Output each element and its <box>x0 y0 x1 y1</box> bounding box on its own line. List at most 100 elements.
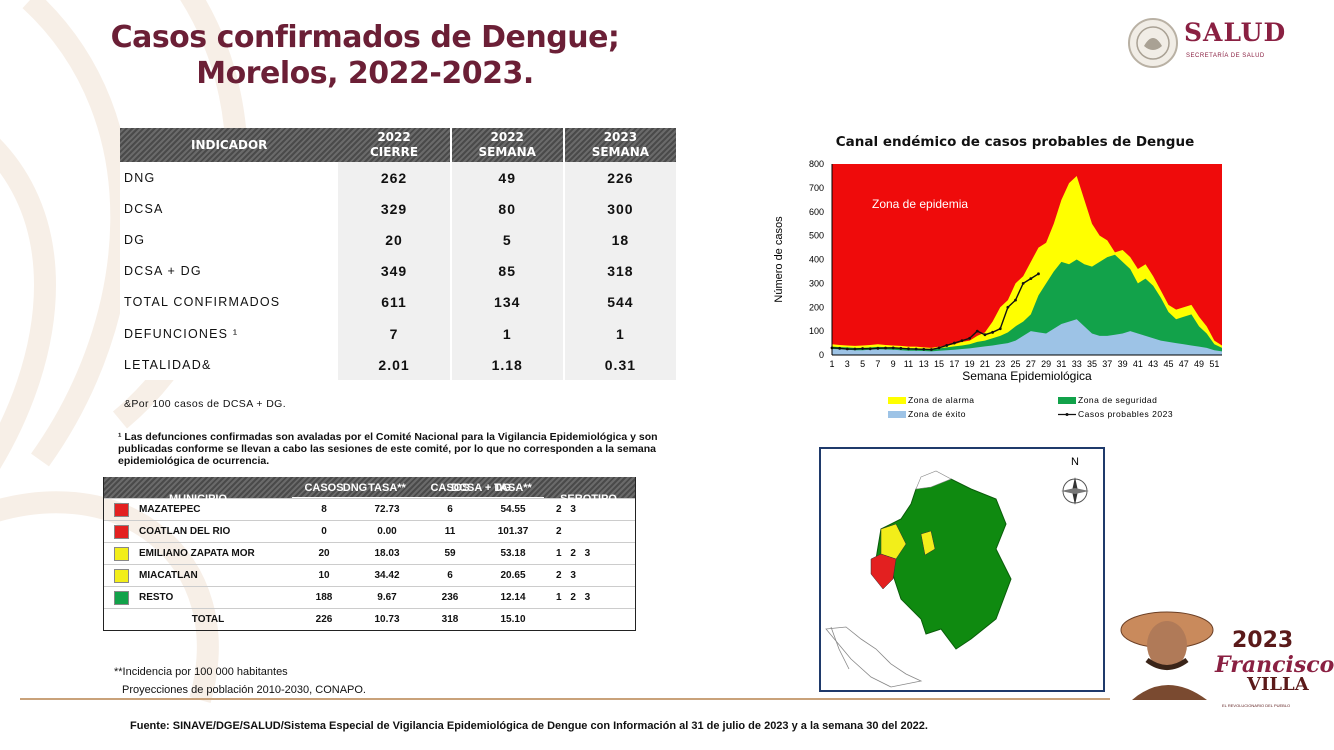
dcsa-casos: 11 <box>444 526 456 537</box>
dng-tasa: 10.73 <box>374 614 400 625</box>
indicator-label: LETALIDAD& <box>120 349 339 381</box>
indicator-row: DNG 262 49 226 <box>120 162 676 194</box>
line-point <box>868 347 872 351</box>
x-tick-label: 19 <box>965 359 975 369</box>
dng-tasa: 0.00 <box>377 526 397 537</box>
header-dcsa-dg: DCSA + DG <box>418 478 544 498</box>
x-tick-label: 51 <box>1209 359 1219 369</box>
x-tick-label: 47 <box>1179 359 1189 369</box>
status-square <box>114 502 129 517</box>
indicator-row: DG 20 5 18 <box>120 224 676 256</box>
line-point <box>937 346 941 350</box>
dcsa-tasa: 12.14 <box>500 592 526 603</box>
municipio-row: MAZATEPEC 8 72.73 6 54.55 2 3 <box>104 498 635 520</box>
value-2022-cierre: 611 <box>338 286 450 318</box>
header-year: 2022 <box>377 130 411 144</box>
municipio-cell: EMILIANO ZAPATA MOR <box>104 546 292 561</box>
dcsa-casos: 318 <box>441 614 459 625</box>
indicator-row: TOTAL CONFIRMADOS 611 134 544 <box>120 286 676 318</box>
x-tick-label: 3 <box>845 359 850 369</box>
y-tick-label: 0 <box>819 350 824 360</box>
line-point <box>922 347 926 351</box>
dcsa-casos: 236 <box>441 592 459 603</box>
line-point <box>899 346 903 350</box>
brand-name: Francisco <box>1215 652 1334 678</box>
header-tasa: TASA** <box>368 481 406 494</box>
portrait-icon <box>1120 611 1214 700</box>
header-year: 2022 <box>490 130 524 144</box>
value-2022-cierre: 20 <box>338 224 450 256</box>
x-tick-label: 21 <box>980 359 990 369</box>
x-tick-label: 31 <box>1056 359 1066 369</box>
header-serotipo: SEROTIPO <box>560 492 617 505</box>
header-2022-semana: 2022 SEMANA <box>452 128 563 162</box>
municipio-row: TOTAL 226 10.73 318 15.10 <box>104 608 635 630</box>
dcsa-tasa: 15.10 <box>500 614 526 625</box>
brand-tagline: EL REVOLUCIONARIO DEL PUEBLO <box>1222 703 1291 708</box>
x-tick-label: 33 <box>1072 359 1082 369</box>
line-point <box>907 347 910 351</box>
x-tick-label: 13 <box>919 359 929 369</box>
line-point <box>998 327 1002 331</box>
municipio-cell: COATLAN DEL RIO <box>104 524 292 539</box>
zone-yellow-center <box>920 530 936 556</box>
logo-text: SALUD <box>1184 18 1287 47</box>
dng-tasa: 34.42 <box>374 570 400 581</box>
indicator-row: LETALIDAD& 2.01 1.18 0.31 <box>120 349 676 381</box>
y-axis-label: Número de casos <box>773 216 785 303</box>
x-axis-label: Semana Epidemiológica <box>962 369 1092 383</box>
serotipo: 2 3 <box>556 504 576 515</box>
indicator-label: DCSA + DG <box>120 255 339 287</box>
value-2022-semana: 134 <box>451 286 563 318</box>
municipio-cell: MAZATEPEC <box>104 502 292 517</box>
municipio-subheader: CASOS TASA** CASOS TASA** <box>104 477 635 498</box>
dcsa-casos: 6 <box>447 504 453 515</box>
municipio-cell: RESTO <box>104 590 292 605</box>
map-svg: N <box>825 456 1089 688</box>
value-2023-semana: 318 <box>564 255 676 287</box>
x-tick-label: 45 <box>1163 359 1173 369</box>
line-point <box>891 346 895 350</box>
indicator-table: INDICADOR 2022 CIERRE 2022 SEMANA 2023 SEMA… <box>120 128 676 381</box>
dng-tasa: 72.73 <box>374 504 400 515</box>
morelos-north-white <box>915 470 952 490</box>
y-tick-label: 400 <box>809 255 824 265</box>
dng-casos: 20 <box>318 548 330 559</box>
serotipo: 2 3 <box>556 570 576 581</box>
legend-swatch-point <box>1065 413 1069 416</box>
municipio-name: EMILIANO ZAPATA MOR <box>139 548 255 559</box>
dng-casos: 188 <box>315 592 333 603</box>
x-tick-label: 37 <box>1102 359 1112 369</box>
header-sub: CIERRE <box>369 145 419 159</box>
x-tick-label: 41 <box>1133 359 1143 369</box>
value-2022-semana: 1.18 <box>451 349 563 381</box>
line-point <box>968 336 972 340</box>
line-point <box>876 346 880 350</box>
logo-subtitle: SECRETARÍA DE SALUD <box>1186 53 1265 59</box>
dng-tasa: 18.03 <box>374 548 400 559</box>
header-indicador: INDICADOR <box>190 137 268 152</box>
seal-icon <box>1128 18 1178 68</box>
header-sub: SEMANA <box>591 145 650 159</box>
morelos-map: N <box>819 447 1105 692</box>
zone-yellow-west <box>880 523 907 560</box>
header-dng: DNG <box>292 478 418 498</box>
x-tick-label: 5 <box>860 359 865 369</box>
legend-swatch <box>888 411 906 418</box>
value-2022-cierre: 329 <box>338 193 450 225</box>
value-2022-cierre: 7 <box>338 317 450 350</box>
dng-casos: 8 <box>321 504 327 515</box>
y-tick-label: 100 <box>809 326 824 336</box>
serotipo: 1 2 3 <box>556 548 591 559</box>
legend-label: Casos probables 2023 <box>1078 409 1173 419</box>
indicator-row: DCSA 329 80 300 <box>120 193 676 225</box>
line-point <box>930 348 933 351</box>
municipio-row: MIACATLAN 10 34.42 6 20.65 2 3 <box>104 564 635 586</box>
legend-swatch <box>888 397 906 404</box>
dcsa-tasa: 54.55 <box>500 504 526 515</box>
indicator-table-header: INDICADOR 2022 CIERRE 2022 SEMANA 2023 SEMA… <box>120 128 676 162</box>
legend-label: Zona de seguridad <box>1078 395 1157 405</box>
municipio-cell: TOTAL <box>104 614 292 625</box>
title-line-1: Casos confirmados de Dengue; <box>110 20 620 55</box>
municipio-row: RESTO 188 9.67 236 12.14 1 2 3 <box>104 586 635 608</box>
